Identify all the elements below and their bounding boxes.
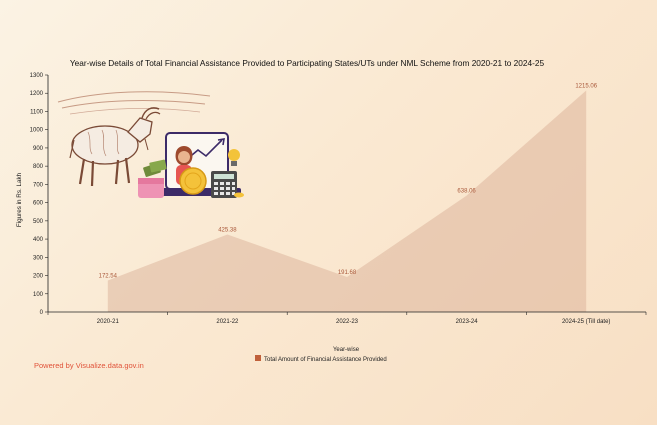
x-tick-label: 2020-21	[97, 319, 120, 325]
finance-illustration	[138, 132, 244, 198]
y-tick-label: 1200	[30, 91, 44, 97]
credit-link[interactable]: Powered by Visualize.data.gov.in	[34, 361, 144, 370]
data-label: 425.38	[218, 227, 237, 233]
y-axis-title: Figures in Rs. Lakh	[16, 172, 23, 227]
area-series	[107, 90, 587, 312]
x-tick-label: 2023-24	[456, 319, 479, 325]
y-tick-label: 1300	[30, 73, 44, 79]
y-tick-label: 200	[33, 274, 44, 280]
data-label: 172.54	[99, 274, 118, 280]
y-tick-label: 600	[33, 201, 44, 207]
y-tick-label: 400	[33, 237, 44, 243]
x-tick-label: 2021-22	[216, 319, 239, 325]
x-tick-label: 2024-25 (Till date)	[562, 319, 610, 325]
y-tick-label: 700	[33, 182, 44, 188]
data-label: 1215.06	[575, 83, 597, 89]
x-axis-title: Year-wise	[333, 347, 360, 353]
data-label: 191.68	[338, 270, 357, 276]
y-tick-label: 300	[33, 255, 44, 261]
goat-illustration	[57, 91, 211, 187]
y-tick-label: 800	[33, 164, 44, 170]
legend-swatch	[255, 355, 261, 361]
y-tick-label: 500	[33, 219, 44, 225]
legend-label: Total Amount of Financial Assistance Pro…	[264, 357, 387, 363]
y-tick-label: 900	[33, 146, 44, 152]
y-tick-label: 100	[33, 292, 44, 298]
x-tick-label: 2022-23	[336, 319, 359, 325]
chart-title: Year-wise Details of Total Financial Ass…	[70, 58, 545, 68]
y-tick-label: 0	[40, 310, 44, 316]
y-tick-label: 1000	[30, 128, 44, 134]
data-label: 638.06	[457, 189, 476, 195]
plot-area: 0 100 200 300 400 500 600 700 800 900 1000 1100 1200…	[30, 73, 647, 325]
y-tick-label: 1100	[30, 109, 44, 115]
legend[interactable]: Total Amount of Financial Assistance Pro…	[255, 355, 387, 363]
